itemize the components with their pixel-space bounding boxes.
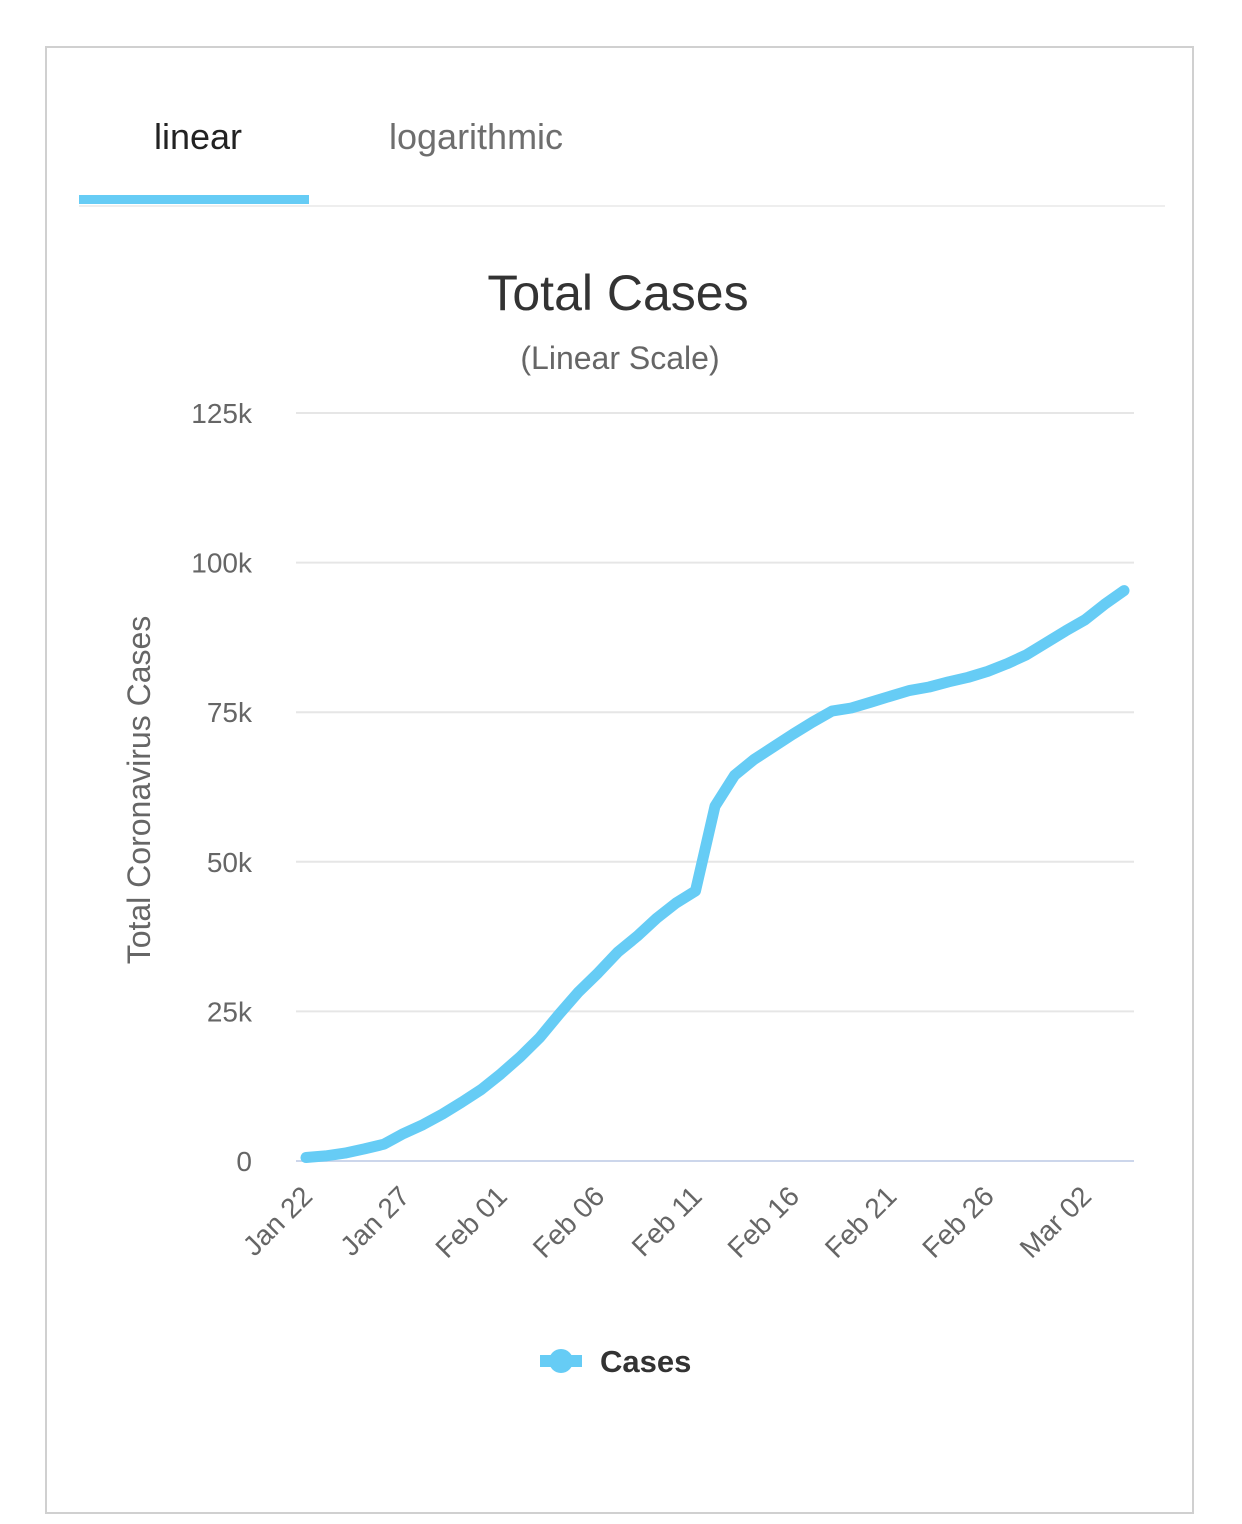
x-tick-label: Feb 11: [626, 1180, 708, 1262]
data-point[interactable]: [457, 1098, 466, 1107]
data-point[interactable]: [691, 886, 700, 895]
y-tick-label: 0: [236, 1146, 252, 1177]
data-point[interactable]: [866, 698, 875, 707]
x-tick-label: Jan 27: [334, 1180, 415, 1261]
data-point[interactable]: [1003, 659, 1012, 668]
data-point[interactable]: [399, 1129, 408, 1138]
data-point[interactable]: [613, 948, 622, 957]
chart-subtitle: (Linear Scale): [520, 340, 719, 376]
data-point[interactable]: [516, 1052, 525, 1061]
x-tick-label: Feb 16: [722, 1180, 806, 1264]
data-point[interactable]: [574, 987, 583, 996]
data-point[interactable]: [652, 914, 661, 923]
x-tick-label: Feb 01: [429, 1180, 513, 1264]
series-line-cases[interactable]: [300, 585, 1130, 1163]
x-tick-label: Mar 02: [1014, 1180, 1098, 1264]
data-point[interactable]: [379, 1140, 388, 1149]
data-point[interactable]: [418, 1120, 427, 1129]
x-tick-label: Jan 22: [237, 1180, 318, 1261]
legend[interactable]: Cases: [540, 1344, 691, 1379]
legend-marker-icon: [549, 1349, 573, 1373]
data-point[interactable]: [1022, 650, 1031, 659]
active-tab-indicator: [79, 195, 309, 204]
data-point[interactable]: [302, 1153, 310, 1162]
data-point[interactable]: [983, 667, 992, 676]
data-point[interactable]: [633, 932, 642, 941]
data-point[interactable]: [711, 802, 719, 811]
data-point[interactable]: [1081, 615, 1090, 624]
data-point[interactable]: [1120, 586, 1128, 595]
data-point[interactable]: [477, 1085, 486, 1094]
legend-label: Cases: [600, 1344, 691, 1379]
data-point[interactable]: [1042, 638, 1051, 647]
y-tick-label: 100k: [191, 548, 253, 579]
data-point[interactable]: [730, 771, 739, 780]
tab-linear[interactable]: linear: [154, 116, 243, 157]
data-point[interactable]: [496, 1069, 505, 1078]
data-point[interactable]: [769, 742, 778, 751]
data-point[interactable]: [944, 677, 953, 686]
data-point[interactable]: [321, 1151, 330, 1160]
data-point[interactable]: [535, 1033, 544, 1042]
x-tick-label: Feb 26: [916, 1180, 1000, 1264]
data-point[interactable]: [808, 718, 817, 727]
scale-tabs: linear logarithmic: [79, 48, 1165, 207]
chart-title: Total Cases: [487, 265, 748, 321]
data-point[interactable]: [672, 899, 681, 908]
tab-logarithmic[interactable]: logarithmic: [389, 116, 564, 157]
x-tick-label: Feb 21: [819, 1180, 903, 1264]
y-tick-label: 25k: [207, 996, 253, 1027]
data-point[interactable]: [594, 968, 603, 977]
data-point[interactable]: [905, 686, 914, 695]
chart-card: linear logarithmic: [45, 46, 1194, 1514]
data-point[interactable]: [1100, 600, 1109, 609]
data-point[interactable]: [788, 730, 797, 739]
y-tick-label: 50k: [207, 847, 253, 878]
y-tick-label: 75k: [207, 697, 253, 728]
data-point[interactable]: [438, 1110, 447, 1119]
data-point[interactable]: [555, 1010, 564, 1019]
data-point[interactable]: [360, 1144, 369, 1153]
data-point[interactable]: [827, 707, 836, 716]
y-tick-label: 125k: [191, 398, 253, 429]
x-tick-label: Feb 06: [527, 1180, 611, 1264]
data-point[interactable]: [340, 1149, 349, 1158]
y-axis-label: Total Coronavirus Cases: [121, 616, 157, 965]
data-point[interactable]: [1061, 626, 1070, 635]
data-point[interactable]: [886, 692, 895, 701]
data-point[interactable]: [847, 704, 856, 713]
data-point[interactable]: [749, 755, 758, 764]
data-point[interactable]: [964, 673, 973, 682]
data-point[interactable]: [925, 683, 934, 692]
